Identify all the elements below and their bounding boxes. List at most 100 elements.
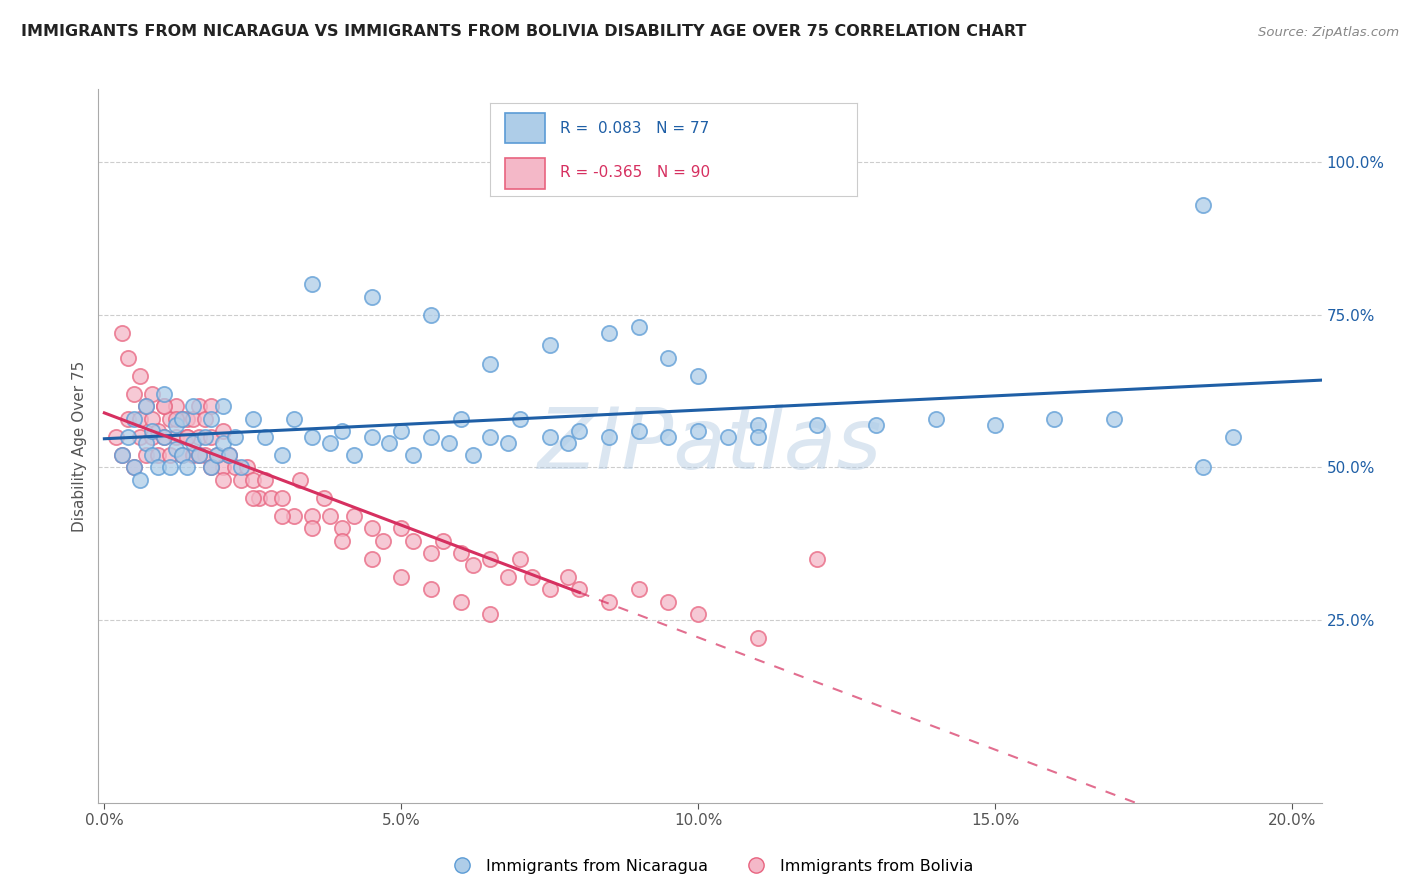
Point (200, 460, 222, 475)
Point (290, 473, 312, 487)
Point (1192, 198, 1215, 212)
Point (165, 417, 187, 432)
Point (218, 448, 240, 462)
Point (806, 551, 828, 566)
Point (283, 509, 305, 524)
Point (165, 430, 187, 444)
Point (688, 607, 710, 621)
Point (538, 430, 561, 444)
Point (360, 289, 382, 303)
Point (159, 448, 181, 462)
Point (165, 400, 187, 414)
Point (984, 417, 1007, 432)
Point (271, 491, 294, 505)
Point (188, 430, 211, 444)
Point (806, 417, 828, 432)
Point (598, 326, 620, 341)
Point (242, 411, 264, 425)
Point (165, 442, 187, 456)
Point (496, 570, 519, 584)
Point (568, 582, 591, 597)
Point (657, 594, 679, 608)
Text: IMMIGRANTS FROM NICARAGUA VS IMMIGRANTS FROM BOLIVIA DISABILITY AGE OVER 75 CORR: IMMIGRANTS FROM NICARAGUA VS IMMIGRANTS … (21, 24, 1026, 38)
Point (509, 411, 531, 425)
Point (479, 357, 502, 371)
Point (461, 558, 484, 572)
Point (420, 430, 443, 444)
Point (218, 448, 240, 462)
Point (224, 460, 246, 475)
Point (688, 424, 710, 438)
Point (479, 551, 502, 566)
Point (141, 430, 163, 444)
Point (1102, 411, 1125, 425)
Point (259, 491, 281, 505)
Point (598, 430, 620, 444)
Text: ZIPatlas: ZIPatlas (538, 404, 882, 488)
Point (865, 417, 887, 432)
Point (627, 424, 650, 438)
Point (598, 594, 620, 608)
Point (538, 582, 561, 597)
Point (496, 436, 519, 450)
Point (520, 570, 543, 584)
Point (479, 430, 502, 444)
Point (159, 411, 181, 425)
Point (450, 546, 472, 560)
Point (271, 509, 294, 524)
Point (402, 533, 425, 548)
Point (432, 533, 454, 548)
Point (200, 411, 222, 425)
Point (389, 521, 412, 535)
Point (343, 448, 366, 462)
Point (194, 430, 217, 444)
Point (224, 430, 246, 444)
Point (717, 430, 740, 444)
Point (105, 430, 128, 444)
Point (557, 436, 579, 450)
Point (330, 533, 353, 548)
Point (509, 551, 531, 566)
Point (229, 460, 252, 475)
Point (141, 424, 163, 438)
Point (212, 436, 235, 450)
Point (450, 594, 472, 608)
Point (122, 460, 145, 475)
Point (253, 430, 276, 444)
Point (330, 424, 353, 438)
Point (229, 473, 252, 487)
Point (176, 411, 198, 425)
Point (568, 424, 591, 438)
Point (205, 448, 228, 462)
Point (420, 582, 443, 597)
Point (461, 448, 484, 462)
Point (253, 473, 276, 487)
Point (242, 491, 264, 505)
Point (170, 448, 193, 462)
Point (152, 430, 174, 444)
Point (194, 411, 217, 425)
Point (212, 473, 235, 487)
Point (479, 607, 502, 621)
Point (111, 448, 134, 462)
Point (176, 460, 198, 475)
Point (152, 387, 174, 401)
Point (122, 460, 145, 475)
Point (437, 436, 460, 450)
Point (538, 338, 561, 352)
Point (135, 436, 157, 450)
Point (271, 448, 294, 462)
Point (420, 308, 443, 322)
Point (129, 473, 152, 487)
Point (122, 411, 145, 425)
Point (402, 448, 425, 462)
Point (165, 411, 187, 425)
Point (141, 411, 163, 425)
Point (111, 326, 134, 341)
Point (389, 424, 412, 438)
Point (236, 460, 259, 475)
Legend: Immigrants from Nicaragua, Immigrants from Bolivia: Immigrants from Nicaragua, Immigrants fr… (440, 853, 980, 880)
Point (301, 509, 323, 524)
Point (283, 411, 305, 425)
Point (146, 460, 169, 475)
